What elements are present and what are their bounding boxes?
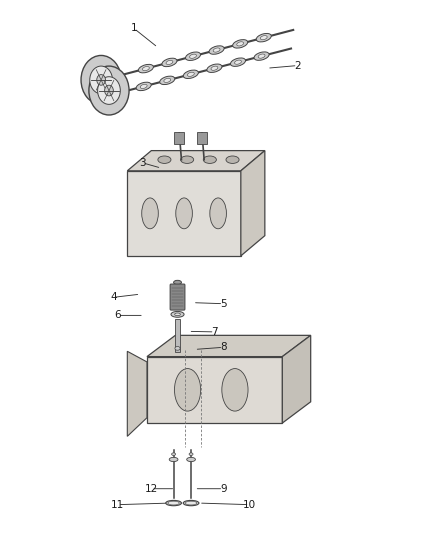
Ellipse shape (222, 368, 248, 411)
Ellipse shape (171, 311, 184, 317)
Text: 11: 11 (111, 499, 124, 510)
Ellipse shape (210, 198, 226, 229)
Polygon shape (127, 171, 241, 256)
Bar (174, 132, 184, 144)
Ellipse shape (256, 34, 271, 42)
Ellipse shape (138, 64, 153, 73)
Ellipse shape (169, 457, 178, 462)
Text: 4: 4 (110, 292, 117, 302)
Ellipse shape (183, 70, 198, 78)
FancyBboxPatch shape (170, 284, 185, 310)
Polygon shape (127, 351, 147, 437)
Ellipse shape (189, 453, 193, 456)
Ellipse shape (175, 346, 180, 350)
Circle shape (98, 77, 120, 104)
Ellipse shape (254, 52, 269, 60)
Text: 2: 2 (294, 61, 301, 70)
Ellipse shape (171, 289, 184, 295)
Polygon shape (283, 335, 311, 423)
Text: 10: 10 (243, 499, 256, 510)
Ellipse shape (136, 82, 151, 91)
Circle shape (81, 55, 121, 104)
Ellipse shape (166, 60, 173, 64)
Ellipse shape (180, 156, 194, 164)
Circle shape (105, 85, 113, 96)
Text: 7: 7 (211, 327, 218, 337)
Ellipse shape (162, 58, 177, 67)
Polygon shape (127, 151, 265, 171)
Ellipse shape (174, 368, 201, 411)
Ellipse shape (164, 78, 171, 83)
Circle shape (97, 75, 106, 85)
Text: 12: 12 (145, 484, 158, 494)
Ellipse shape (207, 64, 222, 72)
Ellipse shape (187, 72, 194, 76)
Ellipse shape (140, 84, 147, 88)
Ellipse shape (158, 156, 171, 164)
Ellipse shape (230, 58, 246, 67)
Ellipse shape (226, 156, 239, 164)
Ellipse shape (209, 46, 224, 54)
Ellipse shape (176, 198, 192, 229)
Ellipse shape (213, 48, 220, 52)
Bar (197, 132, 207, 144)
Ellipse shape (233, 39, 248, 48)
Ellipse shape (190, 54, 197, 58)
Ellipse shape (235, 60, 241, 64)
Polygon shape (147, 335, 311, 357)
Ellipse shape (160, 76, 175, 85)
Ellipse shape (168, 501, 179, 505)
Ellipse shape (258, 54, 265, 58)
Ellipse shape (185, 52, 201, 60)
Ellipse shape (185, 501, 197, 505)
Text: 8: 8 (220, 342, 227, 352)
Ellipse shape (183, 500, 199, 506)
Circle shape (89, 66, 129, 115)
Ellipse shape (237, 42, 244, 46)
Ellipse shape (187, 457, 195, 462)
Bar (175, 319, 180, 352)
Ellipse shape (172, 453, 176, 456)
Circle shape (90, 66, 113, 94)
Text: 6: 6 (114, 310, 121, 320)
Ellipse shape (211, 66, 218, 70)
Ellipse shape (175, 313, 180, 316)
Text: 3: 3 (139, 158, 146, 168)
Ellipse shape (142, 67, 149, 71)
Ellipse shape (203, 156, 216, 164)
Ellipse shape (166, 500, 181, 506)
Polygon shape (147, 357, 283, 423)
Ellipse shape (260, 36, 267, 40)
Text: 1: 1 (131, 23, 137, 34)
Ellipse shape (142, 198, 158, 229)
Text: 9: 9 (220, 484, 227, 494)
Polygon shape (241, 151, 265, 256)
Ellipse shape (173, 280, 181, 285)
Text: 5: 5 (220, 298, 227, 309)
